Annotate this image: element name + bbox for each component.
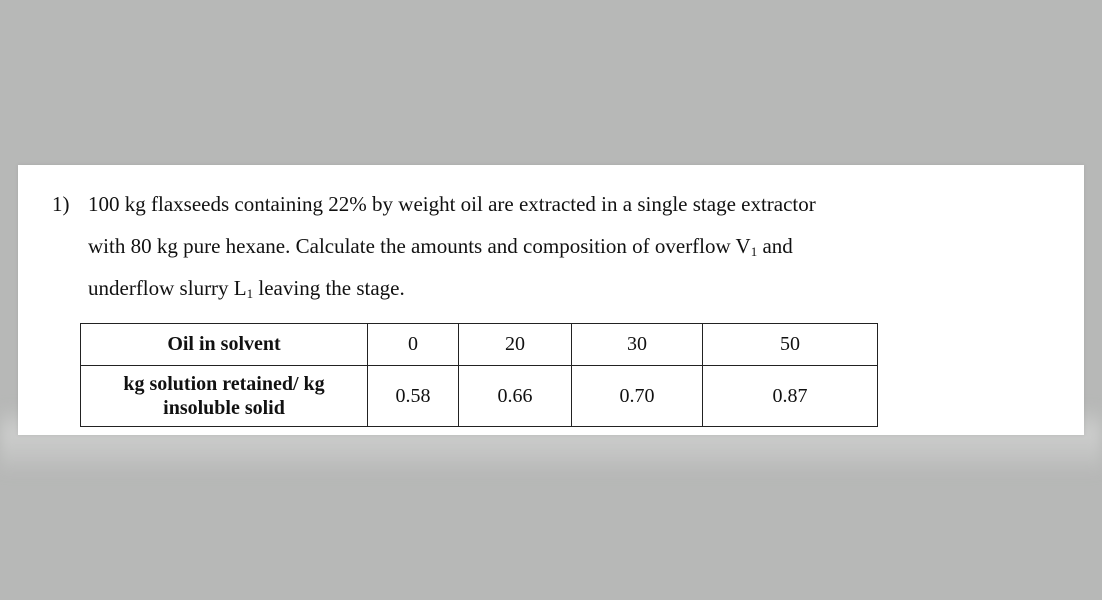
data-table: Oil in solvent 0 20 30 50 kg solution re… [80, 323, 878, 427]
table-cell: 0.70 [571, 365, 703, 427]
table-row: Oil in solvent 0 20 30 50 [80, 323, 878, 366]
problem-number: 1) [52, 192, 70, 216]
problem-line-1: 100 kg flaxseeds containing 22% by weigh… [88, 192, 816, 216]
table-cell: 0.66 [458, 365, 572, 427]
problem-line-3-text: underflow slurry L [88, 276, 247, 300]
problem-line-2-end: and [757, 234, 793, 258]
table-cell: 0.87 [702, 365, 878, 427]
table-cell: 20 [458, 323, 572, 366]
underflow-subscript: 1 [246, 286, 254, 301]
row-header-line-1: kg solution retained/ kg [123, 373, 325, 395]
table-cell: 30 [571, 323, 703, 366]
problem-line-3-end: leaving the stage. [253, 276, 405, 300]
row-header-solution-retained: kg solution retained/ kg insoluble solid [80, 365, 368, 427]
table-cell: 50 [702, 323, 878, 366]
problem-line-2-text: with 80 kg pure hexane. Calculate the am… [88, 234, 751, 258]
problem-line-2: with 80 kg pure hexane. Calculate the am… [88, 225, 793, 273]
row-header-oil-in-solvent: Oil in solvent [80, 323, 368, 366]
overflow-subscript: 1 [750, 244, 758, 259]
row-header-line-2: insoluble solid [163, 397, 285, 419]
table-cell: 0 [367, 323, 459, 366]
table-row: kg solution retained/ kg insoluble solid … [80, 365, 878, 427]
table-cell: 0.58 [367, 365, 459, 427]
problem-line-3: underflow slurry L1 leaving the stage. [88, 267, 405, 315]
document-page: 1) 100 kg flaxseeds containing 22% by we… [18, 165, 1084, 435]
